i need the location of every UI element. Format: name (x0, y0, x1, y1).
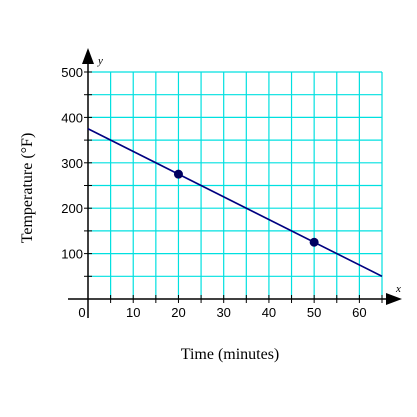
x-tick-label: 50 (307, 305, 321, 320)
y-tick-label: 300 (61, 156, 83, 171)
y-tick-label: 500 (61, 65, 83, 80)
y-tick-label: 100 (61, 247, 83, 262)
y-tick-label: 400 (61, 110, 83, 125)
origin-label: 0 (78, 305, 85, 320)
x-tick-label: 10 (126, 305, 140, 320)
y-axis-arrow (82, 48, 94, 64)
axes (68, 48, 402, 318)
tick-labels: 10 20 30 40 50 60 100 200 300 400 500 (61, 65, 366, 320)
x-tick-label: 60 (352, 305, 366, 320)
data-point (173, 169, 183, 179)
x-tick-label: 20 (171, 305, 185, 320)
y-axis-letter: y (97, 55, 103, 67)
trend-line (87, 128, 383, 278)
grid (88, 71, 383, 299)
x-axis-label: Time (minutes) (181, 346, 280, 363)
data-series (87, 128, 383, 278)
x-tick-label: 30 (216, 305, 230, 320)
y-axis-label: Temperature (°F) (19, 133, 36, 244)
x-tick-label: 40 (262, 305, 276, 320)
data-point (309, 237, 319, 247)
y-tick-label: 200 (61, 201, 83, 216)
x-axis-letter: x (395, 283, 401, 295)
x-axis-arrow (386, 293, 402, 305)
